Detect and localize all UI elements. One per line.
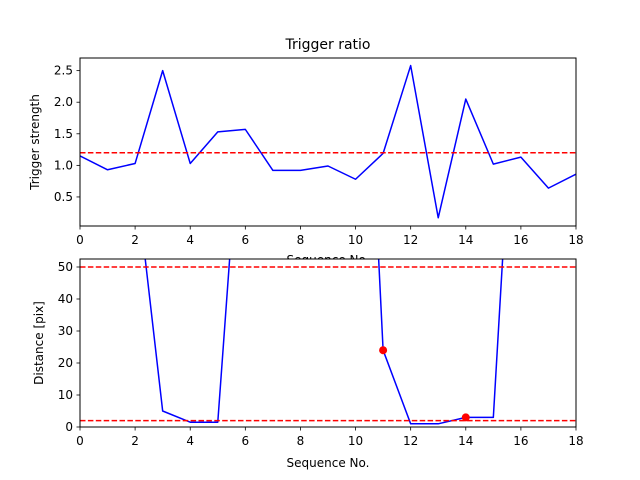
y-axis-label-bottom: Distance [pix] [32,301,46,385]
y-tick-label: 2.5 [54,64,73,78]
plot-area-bottom [80,259,576,425]
y-tick-label: 40 [58,292,73,306]
y-tick-label: 0 [65,420,73,434]
x-tick-label: 14 [458,233,473,247]
x-tick-label: 12 [403,434,418,448]
x-tick-label: 12 [403,233,418,247]
x-tick-label: 10 [348,434,363,448]
x-tick-label: 18 [568,233,583,247]
x-tick-label: 10 [348,233,363,247]
x-axis-label-bottom: Sequence No. [287,456,370,470]
y-tick-label: 30 [58,324,73,338]
x-tick-label: 8 [297,233,305,247]
x-tick-label: 0 [76,434,84,448]
y-tick-label: 20 [58,356,73,370]
y-tick-label: 0.5 [54,190,73,204]
y-ticks-top: 0.5 1.0 1.5 2.0 2.5 [54,64,80,204]
x-tick-label: 6 [242,434,250,448]
x-ticks-bottom: 0 2 4 6 8 10 12 14 16 18 [76,427,584,448]
x-tick-label: 2 [131,434,139,448]
y-tick-label: 1.5 [54,127,73,141]
x-tick-label: 18 [568,434,583,448]
x-tick-label: 4 [186,233,194,247]
y-tick-label: 2.0 [54,95,73,109]
x-tick-label: 16 [513,434,528,448]
chart-title: Trigger ratio [284,37,370,53]
x-tick-label: 0 [76,233,84,247]
axes-frame-bottom [79,258,577,428]
chart-distance: 0 2 4 6 8 10 12 14 16 18 0 10 20 30 40 50 Sequence No.… [32,258,584,470]
y-ticks-bottom: 0 10 20 30 40 50 [58,260,80,434]
chart-trigger-ratio: Trigger ratio 0 2 4 6 8 10 12 14 16 18 0.5 1.0 1.5 2… [28,37,584,247]
axes-frame-top [79,57,577,227]
axes-background-bottom [80,259,576,427]
marker-point-1 [461,413,470,422]
plot-area-top [80,64,576,219]
y-axis-label-top: Trigger strength [28,94,42,191]
x-tick-label: 14 [458,434,473,448]
y-tick-label: 50 [58,260,73,274]
series-line-0 [80,64,576,219]
y-tick-label: 10 [58,388,73,402]
x-tick-label: 4 [186,434,194,448]
y-tick-label: 1.0 [54,158,73,172]
x-tick-label: 16 [513,233,528,247]
marker-point-0 [379,346,388,355]
x-tick-label: 6 [242,233,250,247]
x-tick-label: 8 [297,434,305,448]
x-tick-label: 2 [131,233,139,247]
x-ticks-top: 0 2 4 6 8 10 12 14 16 18 [76,226,584,247]
